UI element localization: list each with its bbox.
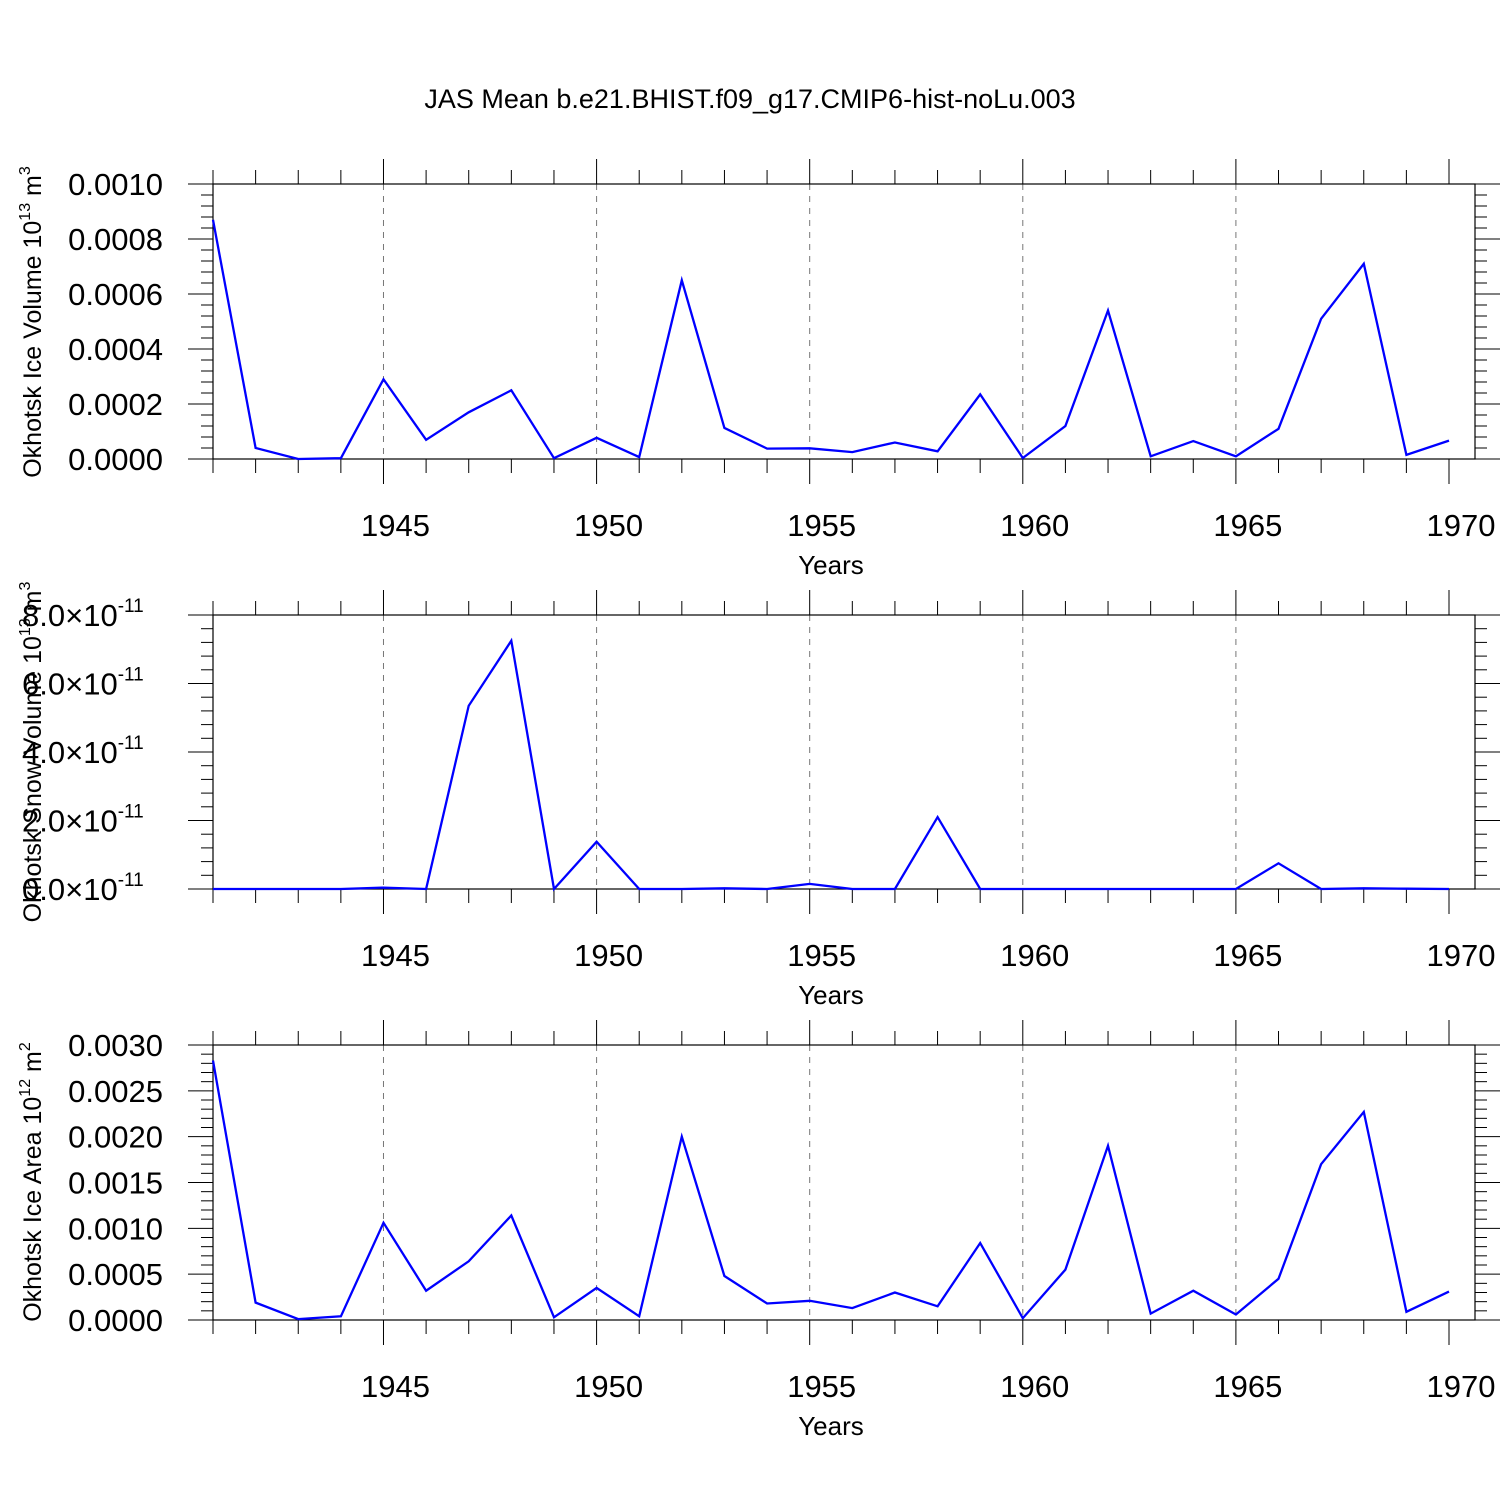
y-tick-label: 0.0010 bbox=[68, 1211, 163, 1246]
y-tick-label: 0.0005 bbox=[68, 1257, 163, 1292]
plot-frame bbox=[212, 614, 1476, 890]
y-tick-label: 0.0025 bbox=[68, 1074, 163, 1109]
y-tick-label: 0.0000 bbox=[68, 1303, 163, 1338]
y-tick-label: 0.0030 bbox=[68, 1028, 163, 1063]
x-tick-label: 1950 bbox=[574, 508, 643, 543]
x-tick-label: 1955 bbox=[787, 1369, 856, 1404]
x-axis-label: Years bbox=[798, 1411, 864, 1441]
y-axis-label: Okhotsk Snow Volume 1013 m3 bbox=[17, 582, 47, 923]
y-tick-label: 0.0006 bbox=[68, 277, 163, 312]
x-tick-label: 1965 bbox=[1213, 1369, 1282, 1404]
y-tick-label: 0.0×10-11 bbox=[22, 870, 144, 907]
y-axis-label: Okhotsk Ice Area 1012 m2 bbox=[17, 1042, 47, 1322]
x-axis-label: Years bbox=[798, 980, 864, 1010]
chart-panel-1: 1945 1950 1955 1960 1965 1970 0.0000 0.0002 0.00… bbox=[17, 159, 1500, 580]
x-tick-label: 1970 bbox=[1427, 508, 1496, 543]
x-tick-label: 1970 bbox=[1427, 1369, 1496, 1404]
y-tick-label: 8.0×10-11 bbox=[22, 596, 144, 633]
x-tick-label: 1950 bbox=[574, 1369, 643, 1404]
y-tick-label: 0.0004 bbox=[68, 332, 163, 367]
x-tick-label: 1955 bbox=[787, 938, 856, 973]
x-tick-label: 1965 bbox=[1213, 938, 1282, 973]
y-tick-label: 0.0020 bbox=[68, 1120, 163, 1155]
y-tick-label: 0.0002 bbox=[68, 387, 163, 422]
x-tick-label: 1945 bbox=[361, 1369, 430, 1404]
y-tick-label: 0.0010 bbox=[68, 167, 163, 202]
x-tick-label: 1945 bbox=[361, 938, 430, 973]
series-line-ice_area bbox=[211, 1060, 1450, 1321]
x-tick-label: 1945 bbox=[361, 508, 430, 543]
y-tick-label: 0.0015 bbox=[68, 1166, 163, 1201]
y-tick-label: 4.0×10-11 bbox=[22, 733, 144, 770]
x-tick-label: 1960 bbox=[1000, 508, 1069, 543]
x-axis-label: Years bbox=[798, 550, 864, 580]
x-tick-label: 1955 bbox=[787, 508, 856, 543]
x-tick-label: 1950 bbox=[574, 938, 643, 973]
y-tick-label: 6.0×10-11 bbox=[22, 665, 144, 702]
y-tick-label: 0.0008 bbox=[68, 222, 163, 257]
chart-title: JAS Mean b.e21.BHIST.f09_g17.CMIP6-hist-… bbox=[424, 84, 1075, 114]
y-axis-label: Okhotsk Ice Volume 1013 m3 bbox=[17, 166, 47, 478]
plot-frame bbox=[212, 183, 1476, 460]
x-tick-label: 1960 bbox=[1000, 938, 1069, 973]
x-tick-label: 1960 bbox=[1000, 1369, 1069, 1404]
chart-panel-2: 1945 1950 1955 1960 1965 1970 0.0×10-11 2.0×10-… bbox=[17, 582, 1500, 1010]
series-line-ice_volume bbox=[211, 219, 1450, 461]
x-tick-label: 1970 bbox=[1427, 938, 1496, 973]
chart-panel-3: 1945 1950 1955 1960 1965 1970 0.0000 0.0005 0.00… bbox=[17, 1020, 1500, 1441]
series-line-snow_volume bbox=[213, 637, 1450, 892]
plot-frame bbox=[212, 1044, 1476, 1321]
y-tick-label: 2.0×10-11 bbox=[22, 802, 144, 839]
y-tick-label: 0.0000 bbox=[68, 442, 163, 477]
x-tick-label: 1965 bbox=[1213, 508, 1282, 543]
